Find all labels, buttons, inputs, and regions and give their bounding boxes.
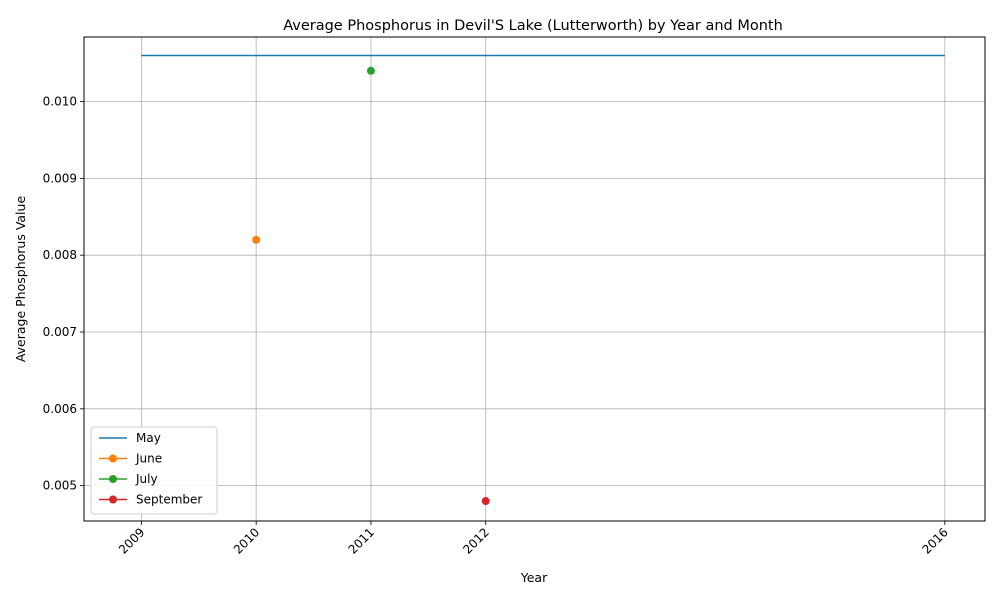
y-tick-label: 0.010: [43, 95, 77, 109]
legend-label-may: May: [136, 431, 161, 445]
y-tick-label: 0.007: [43, 325, 77, 339]
chart-title: Average Phosphorus in Devil'S Lake (Lutt…: [283, 18, 783, 34]
legend-label-july: July: [135, 472, 158, 486]
legend-marker-june: [109, 454, 117, 463]
x-tick-label: 2009: [116, 525, 147, 556]
x-tick-label: 2016: [919, 525, 950, 556]
legend-marker-july: [109, 475, 117, 483]
data-point-september: [481, 497, 490, 506]
series-june: [252, 235, 261, 244]
y-tick-label: 0.008: [43, 248, 77, 262]
x-tick-label: 2012: [460, 525, 491, 556]
legend-label-september: September: [136, 493, 202, 507]
x-axis-label: Year: [520, 570, 548, 585]
y-axis-label: Average Phosphorus Value: [13, 196, 28, 363]
y-tick-label: 0.005: [43, 479, 77, 493]
data-point-june: [252, 235, 261, 244]
series-july: [366, 66, 375, 75]
data-point-july: [366, 66, 375, 75]
legend-label-june: June: [135, 452, 162, 466]
x-axis-ticks: 2009 2010 2011 2012 2016: [116, 521, 951, 557]
y-tick-label: 0.006: [43, 402, 77, 416]
legend: May June July September: [90, 426, 218, 515]
legend-marker-september: [109, 495, 117, 504]
series-september: [481, 497, 490, 506]
y-axis-ticks: 0.005 0.006 0.007 0.008 0.009 0.010: [43, 95, 84, 493]
y-tick-label: 0.009: [43, 171, 77, 185]
legend-box: [90, 426, 218, 515]
x-tick-label: 2011: [346, 525, 377, 556]
plot-frame: [83, 36, 986, 522]
x-tick-label: 2010: [231, 525, 262, 556]
series-layer: [141, 54, 945, 506]
grid: [84, 37, 985, 521]
